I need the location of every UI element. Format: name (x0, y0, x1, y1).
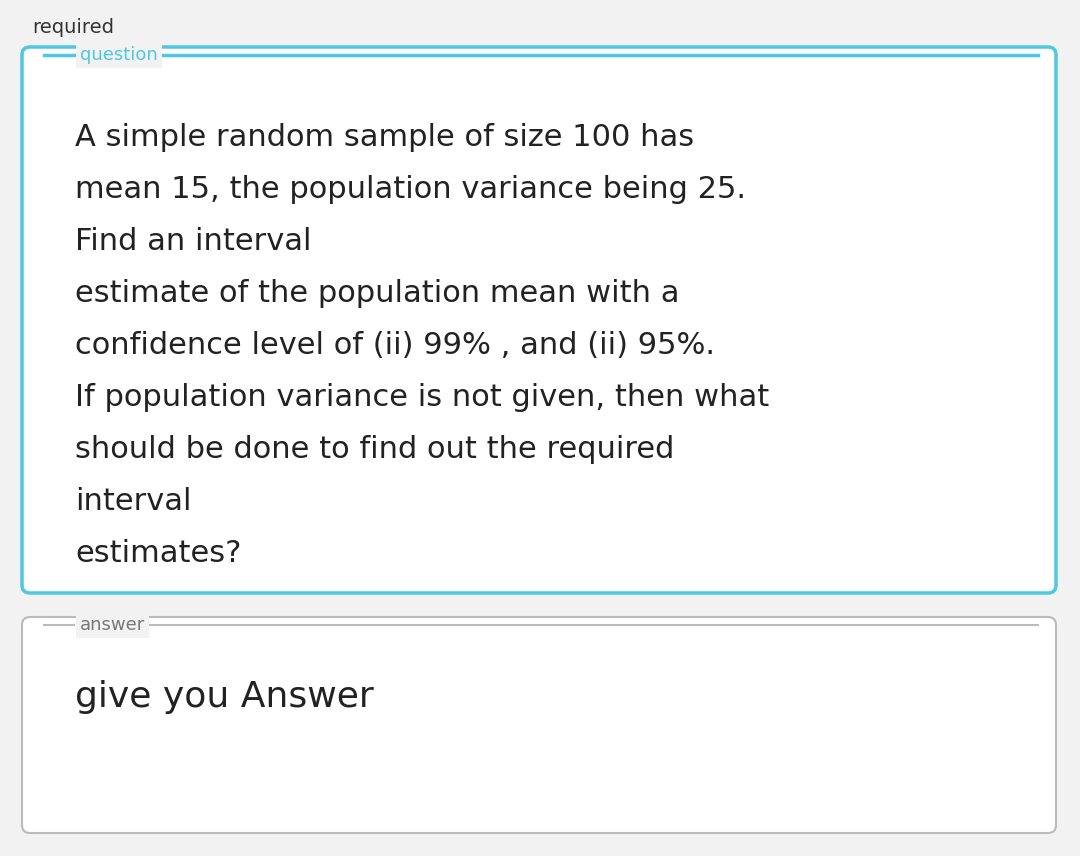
Text: should be done to find out the required: should be done to find out the required (75, 435, 674, 464)
Text: question: question (80, 46, 158, 64)
Text: give you Answer: give you Answer (75, 680, 374, 714)
Text: Find an interval: Find an interval (75, 227, 311, 256)
FancyBboxPatch shape (22, 617, 1056, 833)
Text: estimates?: estimates? (75, 539, 241, 568)
Text: mean 15, the population variance being 25.: mean 15, the population variance being 2… (75, 175, 746, 204)
Text: confidence level of (ii) 99% , and (ii) 95%.: confidence level of (ii) 99% , and (ii) … (75, 331, 715, 360)
Text: A simple random sample of size 100 has: A simple random sample of size 100 has (75, 123, 694, 152)
Text: interval: interval (75, 487, 191, 516)
Text: required: required (32, 18, 114, 37)
FancyBboxPatch shape (22, 47, 1056, 593)
Text: estimate of the population mean with a: estimate of the population mean with a (75, 279, 679, 308)
Text: answer: answer (80, 616, 145, 634)
Text: If population variance is not given, then what: If population variance is not given, the… (75, 383, 769, 412)
